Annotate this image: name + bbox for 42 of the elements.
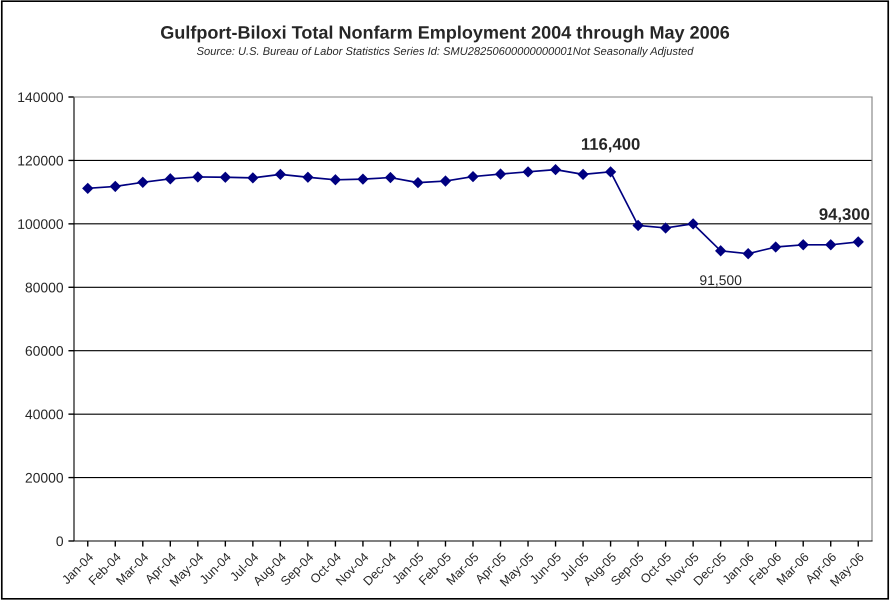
point [688, 218, 699, 230]
point [660, 222, 672, 234]
point [385, 172, 396, 183]
y-tick-label: 120000 [18, 156, 64, 166]
point [358, 174, 368, 185]
annotation: 94,300 [819, 208, 870, 222]
point [110, 181, 121, 192]
point [220, 172, 231, 183]
point [715, 245, 726, 256]
y-tick-label: 0 [56, 536, 64, 546]
point [550, 164, 561, 176]
annotation: 91,500 [700, 275, 742, 287]
point [274, 168, 286, 180]
point [742, 248, 754, 260]
point [495, 168, 506, 180]
y-tick-label: 140000 [18, 92, 64, 102]
point [632, 220, 644, 231]
point [192, 171, 204, 182]
point [164, 173, 176, 184]
y-tick-label: 80000 [26, 282, 64, 292]
point [137, 176, 148, 188]
point [330, 174, 341, 186]
point [302, 172, 314, 183]
y-tick-label: 60000 [26, 346, 64, 356]
y-tick-label: 20000 [26, 472, 64, 483]
point [578, 168, 588, 180]
chart-title: Gulfport-Biloxi Total Nonfarm Employment 2004 through May 2006 [161, 26, 730, 42]
point [468, 171, 478, 182]
point [825, 239, 836, 250]
y-tick-label: 100000 [18, 219, 64, 230]
point [82, 182, 94, 194]
y-tick-label: 40000 [25, 409, 64, 420]
point [522, 166, 534, 178]
chart-subtitle: Source: U.S. Bureau of Labor Statistics Series Id: SMU28250600000000001Not Seasonally Adjusted [196, 46, 694, 58]
point [440, 176, 451, 186]
point [852, 236, 864, 248]
point [605, 166, 616, 178]
point [247, 172, 258, 184]
annotation: 116,400 [582, 138, 640, 152]
point [798, 239, 809, 250]
point [412, 177, 424, 188]
point [770, 242, 782, 252]
